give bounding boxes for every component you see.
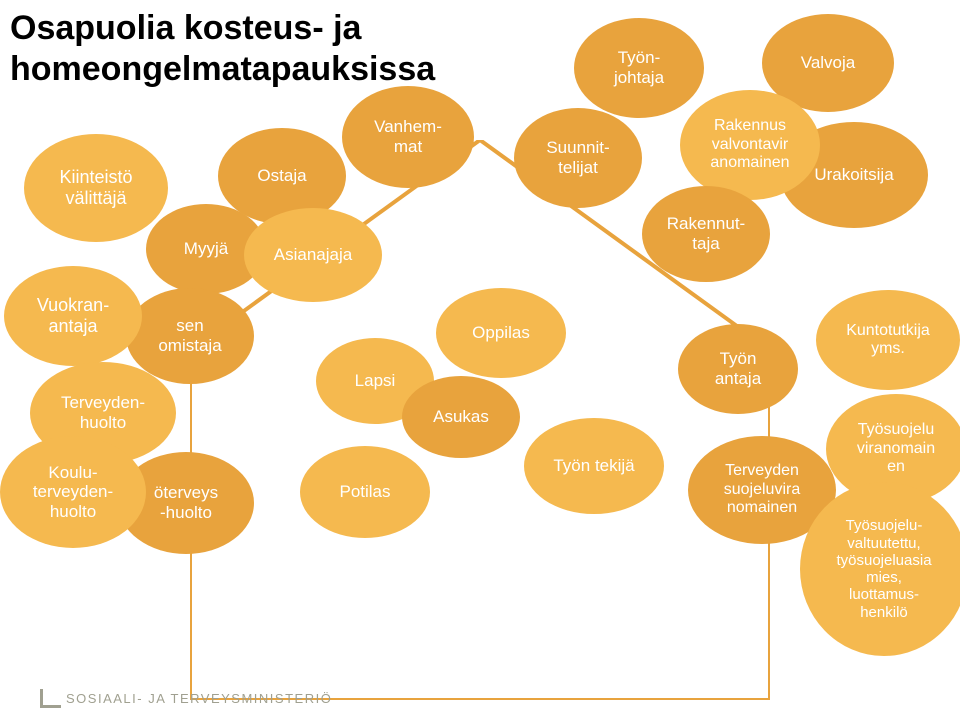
bubble-vanhemmat: Vanhem-mat [342,86,474,188]
bubble-oppilas: Oppilas [436,288,566,378]
bubble-label: Rakennusvalvontaviranomainen [710,117,789,172]
bubble-label: Ostaja [257,166,306,186]
bubble-label: Rakennut-taja [667,214,745,253]
page-title: Osapuolia kosteus- ja homeongelmatapauks… [10,8,435,90]
bubble-label: Suunnit-telijat [546,138,609,177]
bubble-asukas: Asukas [402,376,520,458]
bubble-label: Lapsi [355,371,396,391]
bubble-kiinteistovalittaja: Kiinteistövälittäjä [24,134,168,242]
bubble-label: Kuntotutkijayms. [846,322,930,359]
bubble-suunnittelijat: Suunnit-telijat [514,108,642,208]
bubble-label: Työn tekijä [553,456,634,476]
bubble-label: Asukas [433,407,489,427]
bubble-rakennuttaja: Rakennut-taja [642,186,770,282]
bubble-tyontekija: Työn tekijä [524,418,664,514]
bubble-sen-omistaja: senomistaja [126,288,254,384]
title-line-2: homeongelmatapauksissa [10,50,435,88]
bubble-label: Koulu-terveyden-huolto [33,463,113,522]
bubble-label: Työn-johtaja [614,48,664,87]
bubble-tyonjohtaja: Työn-johtaja [574,18,704,118]
bubble-label: Työsuojeluviranomainen [857,421,935,476]
bubble-label: Vuokran-antaja [37,295,109,336]
bubble-label: Oppilas [472,323,530,343]
bubble-rakennusvalvonta: Rakennusvalvontaviranomainen [680,90,820,200]
bubble-kuntotutkija: Kuntotutkijayms. [816,290,960,390]
footer-logo: SOSIAALI- JA TERVEYSMINISTERIÖ [66,691,332,706]
bubble-label: Työnantaja [715,349,761,388]
bubble-label: Kiinteistövälittäjä [59,167,132,208]
bubble-label: Valvoja [801,53,856,73]
bubble-label: Myyjä [184,239,228,259]
title-line-1: Osapuolia kosteus- ja [10,9,361,47]
bubble-label: Terveydensuojeluviranomainen [724,462,800,517]
bubble-label: Asianajaja [274,245,352,265]
bubble-label: Vanhem-mat [374,117,442,156]
bubble-asianajaja: Asianajaja [244,208,382,302]
bubble-kouluterveydenhuolto: Koulu-terveyden-huolto [0,436,146,548]
bubble-label: Terveyden-huolto [61,393,145,432]
bubble-label: öterveys-huolto [154,483,218,522]
bubble-label: Urakoitsija [814,165,893,185]
bubble-label: Potilas [339,482,390,502]
bubble-tyosuojeluvaltuutettu: Työsuojelu-valtuutettu,työsuojeluasiamie… [800,482,960,656]
bubble-potilas: Potilas [300,446,430,538]
bubble-label: Työsuojelu-valtuutettu,työsuojeluasiamie… [836,517,931,621]
bubble-label: senomistaja [158,316,221,355]
bubble-vuokranantaja: Vuokran-antaja [4,266,142,366]
bubble-tyonantaja: Työnantaja [678,324,798,414]
